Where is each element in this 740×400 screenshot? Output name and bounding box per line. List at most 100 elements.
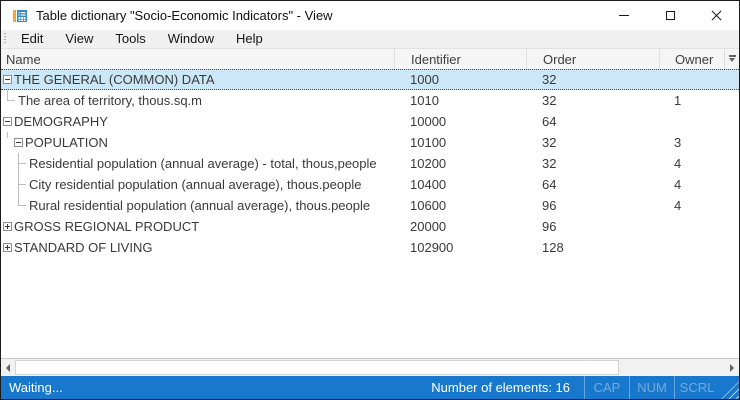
status-key-cap: CAP (584, 376, 629, 399)
row-owner: 4 (674, 198, 682, 213)
table-row[interactable]: Residential population (annual average) … (1, 153, 739, 174)
row-identifier: 10400 (410, 177, 447, 192)
menubar-items: Edit View Tools Window Help (10, 30, 274, 48)
menu-help[interactable]: Help (235, 31, 263, 46)
minimize-button[interactable] (601, 1, 647, 30)
scroll-left-button[interactable] (1, 359, 15, 376)
row-name: STANDARD OF LIVING (14, 240, 153, 255)
row-owner (659, 70, 739, 89)
tree-expand-toggle[interactable] (3, 221, 12, 231)
menu-view[interactable]: View (65, 31, 94, 46)
statusbar-keys: CAP NUM SCRL (584, 376, 719, 399)
row-order: 128 (542, 240, 564, 255)
tree-connector-line (18, 153, 26, 174)
arrow-left-icon (6, 363, 10, 372)
elements-count: Number of elements: 16 (431, 380, 570, 395)
scrollbar-thumb[interactable] (15, 360, 619, 375)
column-header-identifier[interactable]: Identifier (394, 49, 526, 69)
table-row[interactable]: City residential population (annual aver… (1, 174, 739, 195)
row-order: 32 (542, 72, 557, 87)
row-identifier: 10600 (410, 198, 447, 213)
table-body: THE GENERAL (COMMON) DATA 1000 32 The ar… (1, 69, 739, 258)
row-name-cell: City residential population (annual aver… (1, 174, 394, 195)
arrow-right-icon (730, 363, 734, 372)
row-order: 32 (542, 93, 557, 108)
statusbar: Waiting... Number of elements: 16 CAP NUM… (1, 376, 739, 399)
row-order: 96 (542, 219, 557, 234)
tree-expand-toggle[interactable] (14, 137, 23, 147)
row-identifier: 1000 (410, 72, 439, 87)
tree-expand-toggle[interactable] (3, 242, 12, 252)
tree-connector-line (7, 90, 15, 111)
row-name-cell: STANDARD OF LIVING (1, 237, 394, 258)
row-owner (659, 111, 739, 132)
window-title: Table dictionary "Socio-Economic Indicat… (36, 8, 333, 23)
titlebar: Table dictionary "Socio-Economic Indicat… (1, 1, 739, 30)
row-owner: 1 (674, 93, 682, 108)
row-order: 32 (542, 135, 557, 150)
row-owner: 4 (674, 177, 682, 192)
scrollbar-track[interactable] (15, 359, 725, 376)
row-identifier: 10200 (410, 156, 447, 171)
column-chooser-button[interactable] (724, 49, 739, 69)
row-name: GROSS REGIONAL PRODUCT (14, 219, 200, 234)
tree-connector-line (18, 195, 26, 216)
table-row[interactable]: Rural residential population (annual ave… (1, 195, 739, 216)
close-button[interactable] (693, 1, 739, 30)
row-name: THE GENERAL (COMMON) DATA (14, 72, 215, 87)
table-row[interactable]: STANDARD OF LIVING 102900 128 (1, 237, 739, 258)
row-order: 32 (542, 156, 557, 171)
close-icon (711, 11, 721, 21)
row-name-cell: GROSS REGIONAL PRODUCT (1, 216, 394, 237)
row-order: 64 (542, 177, 557, 192)
row-name: Rural residential population (annual ave… (29, 198, 371, 213)
row-identifier: 1010 (410, 93, 439, 108)
resize-grip[interactable] (720, 376, 739, 399)
row-owner: 3 (674, 135, 682, 150)
tree-expand-toggle[interactable] (3, 74, 12, 84)
column-header-name[interactable]: Name (6, 51, 41, 67)
table-header: Name Identifier Order Owner (1, 49, 739, 69)
scroll-right-button[interactable] (725, 359, 739, 376)
status-key-num: NUM (629, 376, 674, 399)
row-identifier: 10100 (410, 135, 447, 150)
row-identifier: 20000 (410, 219, 447, 234)
column-header-order[interactable]: Order (526, 49, 659, 69)
row-owner: 4 (674, 156, 682, 171)
table-dictionary-icon (13, 9, 27, 22)
table-row[interactable]: The area of territory, thous.sq.m 1010 3… (1, 90, 739, 111)
row-owner (659, 237, 739, 258)
row-name: POPULATION (25, 135, 108, 150)
row-name: City residential population (annual aver… (29, 177, 362, 192)
window-controls (601, 1, 739, 30)
menu-tools[interactable]: Tools (115, 31, 146, 46)
status-message: Waiting... (9, 380, 63, 395)
menu-window[interactable]: Window (167, 31, 214, 46)
row-identifier: 10000 (410, 114, 447, 129)
horizontal-scrollbar (1, 358, 739, 376)
table-empty-area (1, 258, 739, 358)
tree-expand-toggle[interactable] (3, 116, 12, 126)
row-name-cell: Residential population (annual average) … (1, 153, 394, 174)
row-order: 64 (542, 114, 557, 129)
row-name-cell: THE GENERAL (COMMON) DATA (1, 70, 394, 89)
row-name-cell: The area of territory, thous.sq.m (1, 90, 394, 111)
toolbar-gripper[interactable] (4, 33, 6, 45)
column-header-owner[interactable]: Owner (659, 49, 724, 69)
table-row[interactable]: POPULATION 10100 32 3 (1, 132, 739, 153)
menu-edit[interactable]: Edit (21, 31, 44, 46)
maximize-button[interactable] (647, 1, 693, 30)
table-row[interactable]: THE GENERAL (COMMON) DATA 1000 32 (1, 69, 739, 90)
tree-connector-line (7, 132, 15, 153)
row-name-cell: Rural residential population (annual ave… (1, 195, 394, 216)
row-name-cell: POPULATION (1, 132, 394, 153)
row-name-cell: DEMOGRAPHY (1, 111, 394, 132)
table-row[interactable]: GROSS REGIONAL PRODUCT 20000 96 (1, 216, 739, 237)
row-name: The area of territory, thous.sq.m (18, 93, 202, 108)
tree-connector-line (18, 174, 26, 195)
status-key-scrl: SCRL (674, 376, 719, 399)
table-row[interactable]: DEMOGRAPHY 10000 64 (1, 111, 739, 132)
minimize-icon (619, 15, 629, 16)
row-name: DEMOGRAPHY (14, 114, 108, 129)
